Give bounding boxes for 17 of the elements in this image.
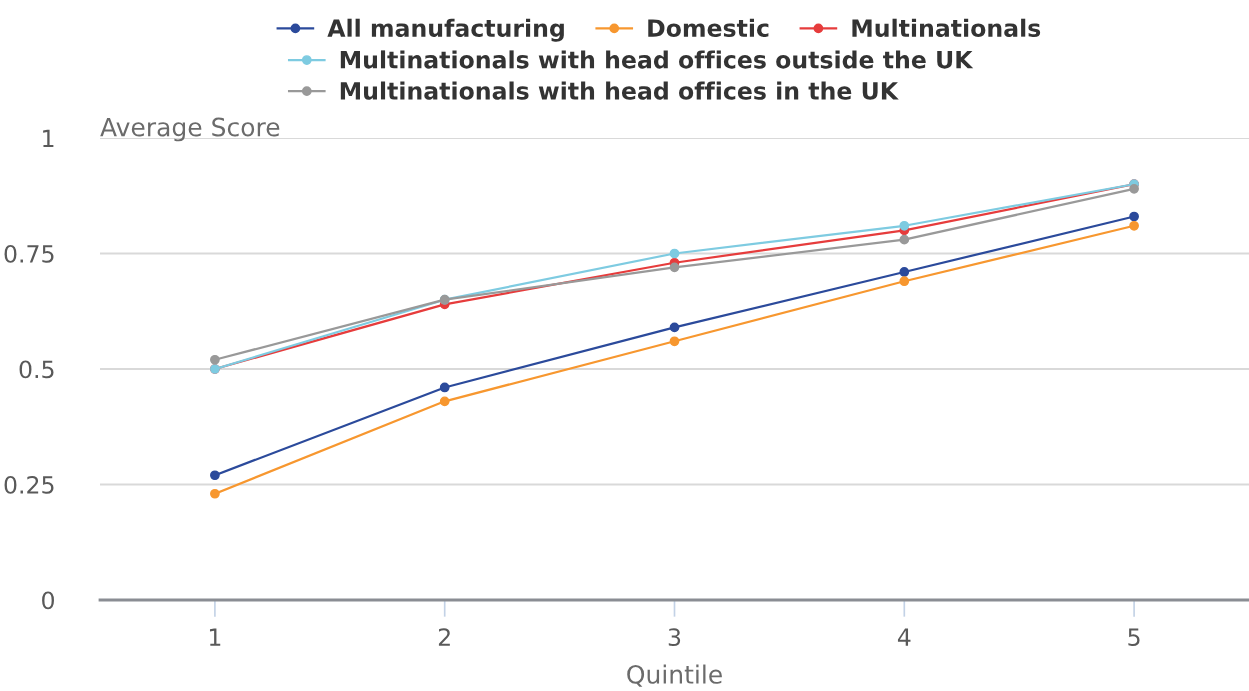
- x-tick-label: 5: [1128, 628, 1140, 647]
- y-tick-label: 1: [43, 129, 54, 147]
- x-tick-label: 3: [668, 628, 681, 647]
- y-tick-label: 0.5: [19, 360, 54, 379]
- legend-label: All manufacturing: [327, 18, 564, 42]
- x-tick-label: 2: [438, 628, 450, 646]
- y-tick-label: 0.25: [4, 475, 54, 494]
- y-tick-label: 0.75: [4, 244, 54, 263]
- legend-label: Multinationals with head offices in the UK: [340, 81, 899, 100]
- y-axis-title: Average Score: [100, 117, 280, 142]
- x-tick-label: 4: [897, 628, 911, 646]
- legend-label: Multinationals with head offices outside the UK: [340, 50, 974, 69]
- x-tick-label: 1: [209, 628, 221, 646]
- legend-label: Multinationals: [852, 18, 1041, 37]
- x-axis-title: Quintile: [627, 664, 722, 687]
- legend-label: Domestic: [648, 18, 769, 37]
- y-tick-label: 0: [42, 591, 54, 610]
